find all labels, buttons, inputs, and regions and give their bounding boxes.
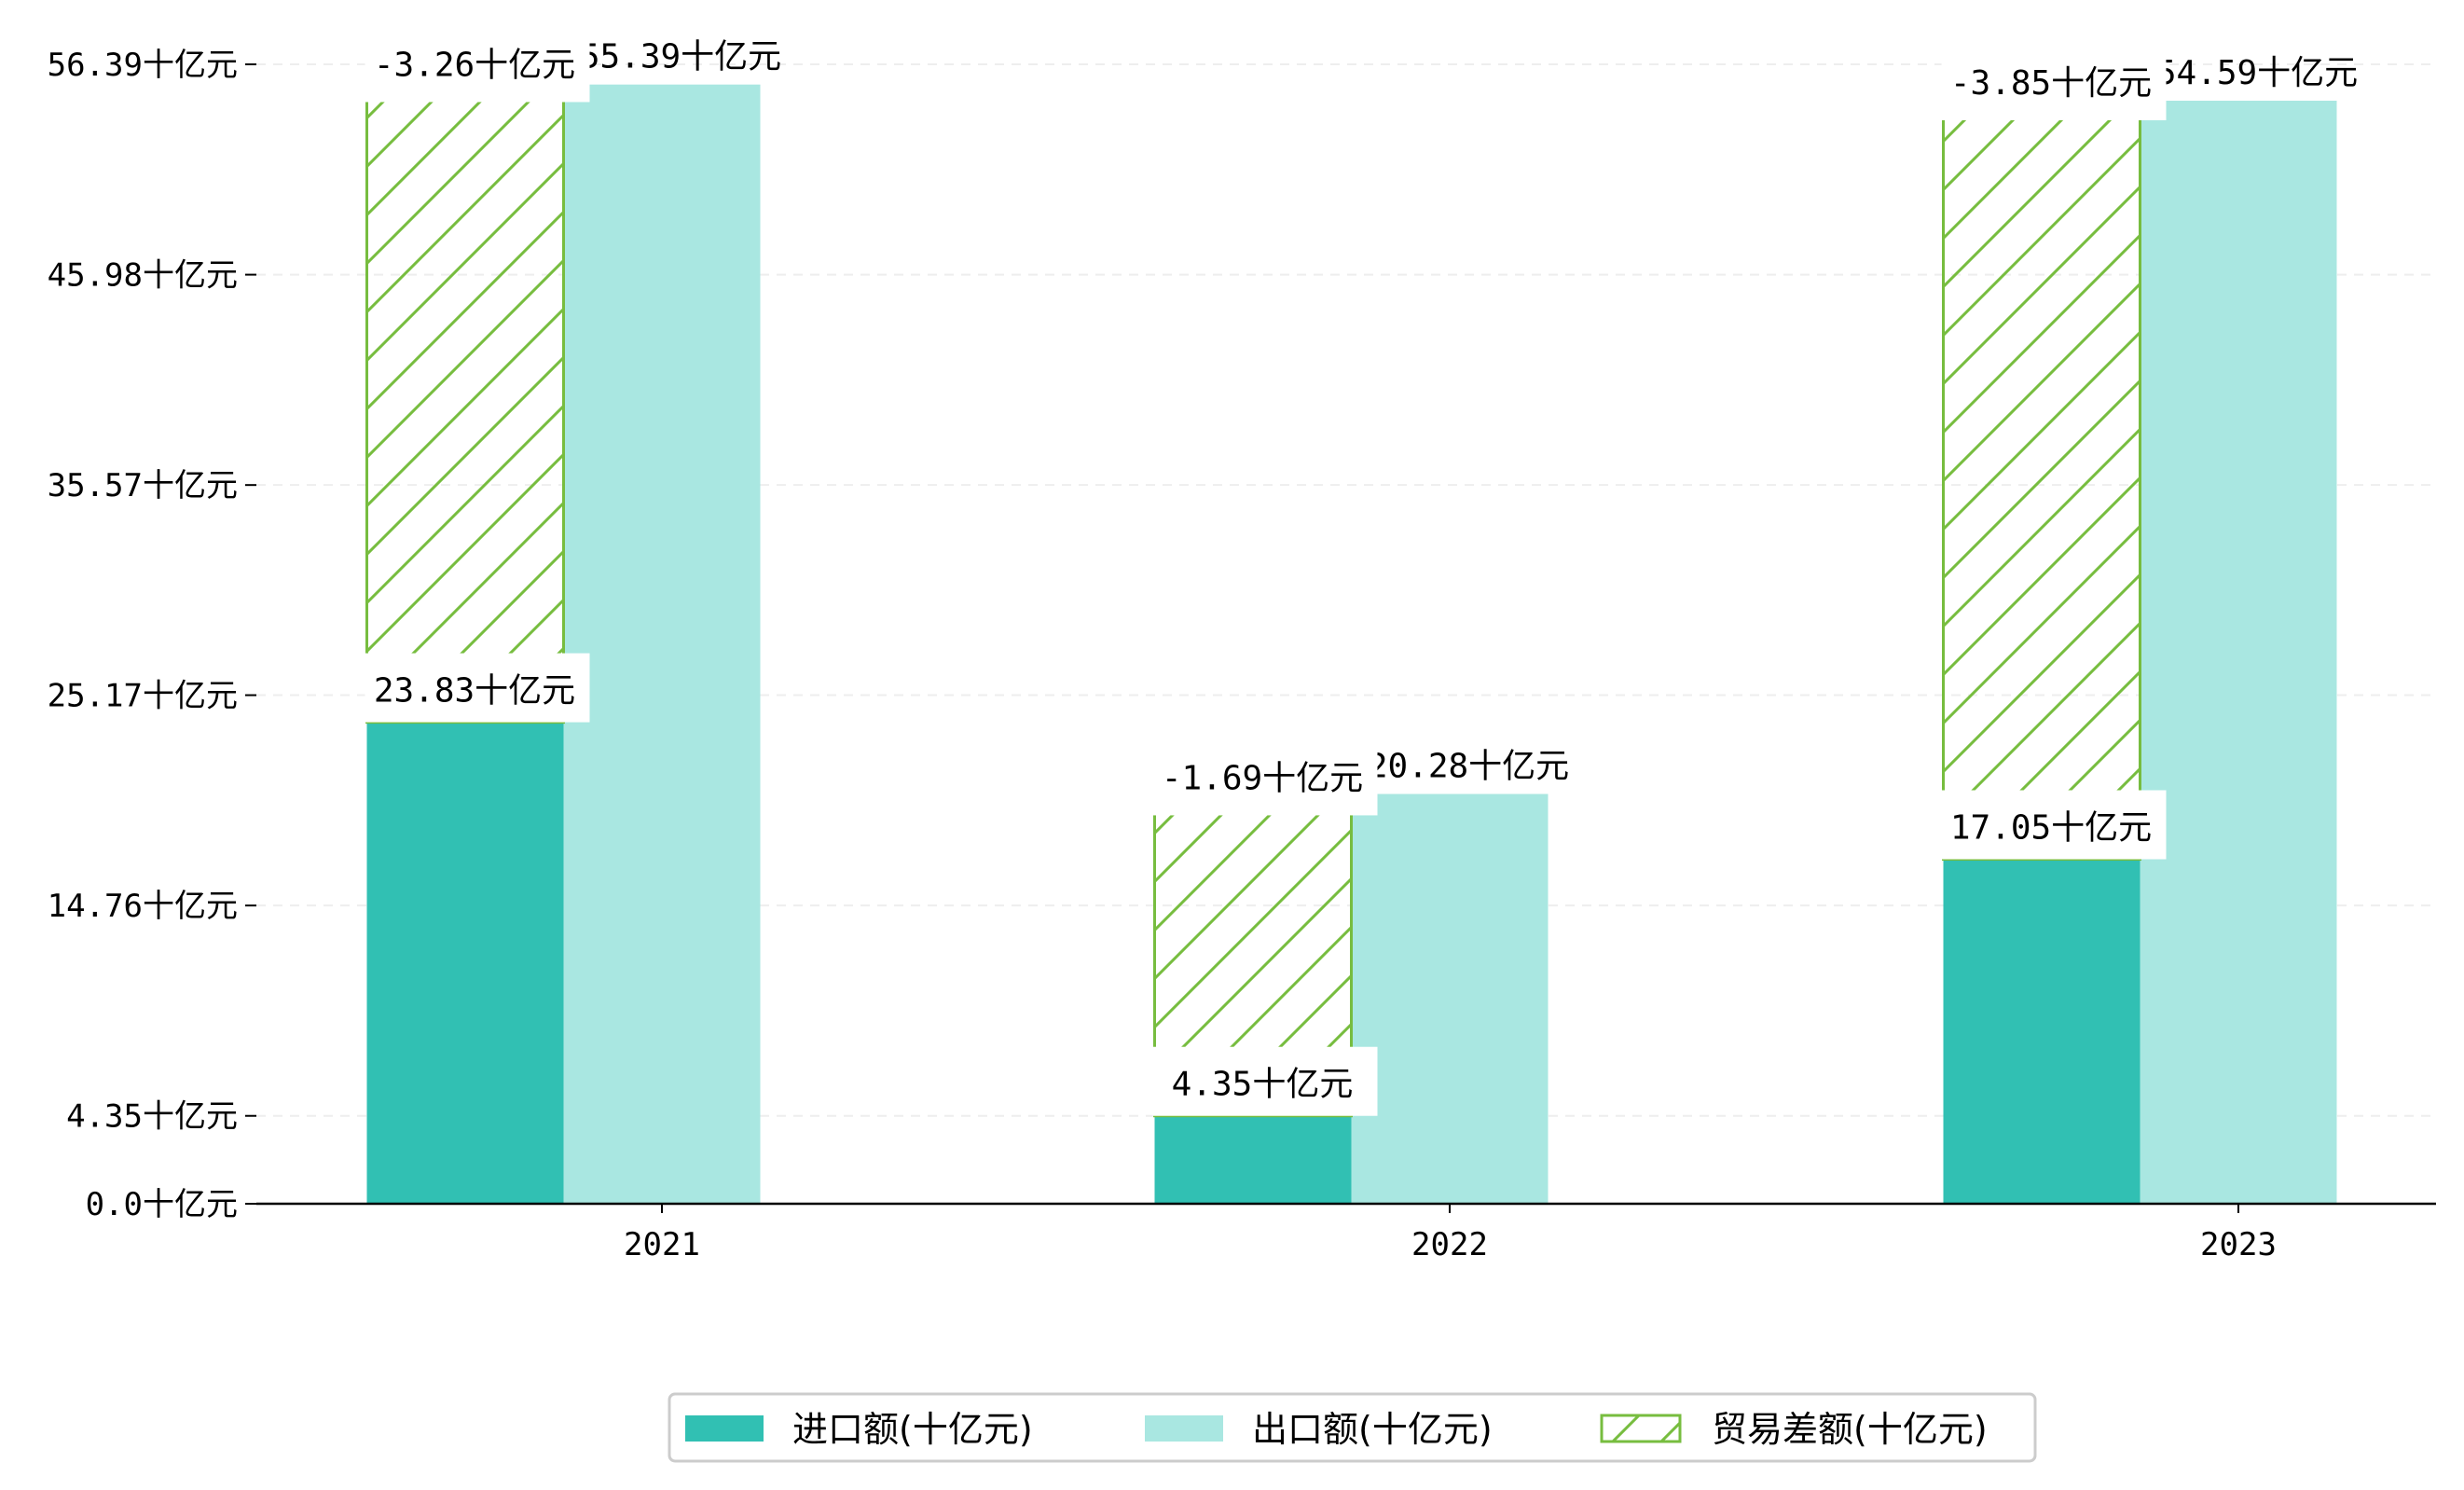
y-tick-label: 4.35十亿元: [66, 1098, 238, 1136]
legend-swatch-import: [685, 1415, 764, 1442]
import-label-box: [1941, 790, 2167, 860]
x-tick-label: 2022: [1411, 1226, 1488, 1263]
legend-frame: [668, 1392, 2037, 1463]
y-tick-label: 45.98十亿元: [48, 257, 238, 295]
import-label-box: [365, 653, 590, 723]
y-tick-label: 25.17十亿元: [48, 678, 238, 715]
legend: 进口额(十亿元) 出口额(十亿元) 贸易差额(十亿元): [668, 1392, 2037, 1463]
y-tick-label: 56.39十亿元: [48, 47, 238, 84]
legend-label-import: 进口额(十亿元): [792, 1409, 1033, 1450]
balance-bar: [1942, 113, 2141, 862]
import-bar: [366, 722, 564, 1204]
legend-label-balance: 贸易差额(十亿元): [1712, 1409, 1988, 1450]
export-bar: [2140, 101, 2337, 1204]
y-tick-label: 0.0十亿元: [86, 1186, 238, 1223]
x-tick-label: 2023: [2200, 1226, 2277, 1263]
balance-label-box: [1152, 752, 1378, 816]
y-tick-label: 35.57十亿元: [48, 467, 238, 504]
legend-swatch-balance: [1600, 1414, 1682, 1443]
balance-value-label: -1.69十亿元: [1162, 759, 1363, 797]
balance-bar: [365, 94, 565, 724]
balance-label-box: [365, 38, 590, 103]
x-tick-label: 2021: [624, 1226, 700, 1263]
import-value-label: 4.35十亿元: [1172, 1066, 1354, 1104]
balance-value-label: -3.85十亿元: [1950, 64, 2152, 103]
import-bar: [1154, 1115, 1352, 1204]
legend-label-export: 出口额(十亿元): [1252, 1409, 1493, 1450]
legend-swatch-export: [1145, 1415, 1223, 1442]
export-bar: [563, 84, 761, 1204]
export-value-label: 54.59十亿元: [2156, 54, 2358, 92]
import-bar: [1943, 859, 2141, 1204]
export-bar: [1351, 793, 1549, 1204]
export-value-label: 55.39十亿元: [580, 38, 781, 76]
balance-value-label: -3.26十亿元: [374, 46, 575, 84]
import-value-label: 17.05十亿元: [1950, 809, 2152, 848]
balance-label-box: [1941, 56, 2167, 120]
import-value-label: 23.83十亿元: [374, 672, 575, 711]
export-value-label: 20.28十亿元: [1368, 748, 1569, 786]
import-label-box: [1152, 1046, 1378, 1116]
y-tick-label: 14.76十亿元: [48, 888, 238, 925]
